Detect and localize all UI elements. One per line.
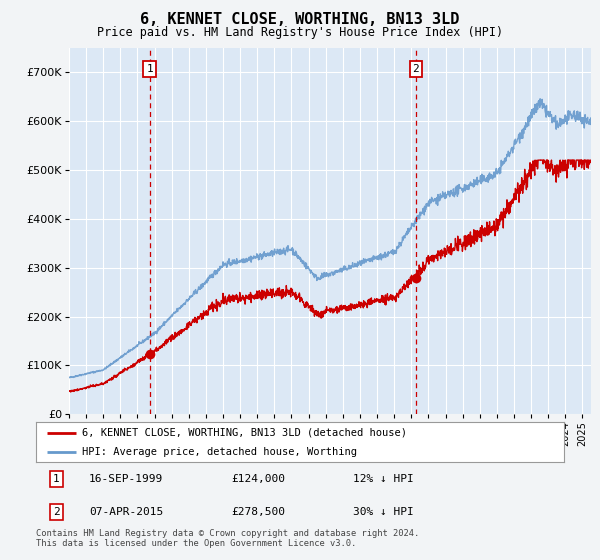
Text: 12% ↓ HPI: 12% ↓ HPI [353,474,413,484]
Text: Price paid vs. HM Land Registry's House Price Index (HPI): Price paid vs. HM Land Registry's House … [97,26,503,39]
Text: £124,000: £124,000 [232,474,286,484]
Text: 2: 2 [413,64,419,74]
Text: Contains HM Land Registry data © Crown copyright and database right 2024.
This d: Contains HM Land Registry data © Crown c… [36,529,419,548]
Text: 6, KENNET CLOSE, WORTHING, BN13 3LD (detached house): 6, KENNET CLOSE, WORTHING, BN13 3LD (det… [82,428,407,438]
Text: 1: 1 [146,64,153,74]
Text: 2: 2 [53,507,59,517]
Text: £278,500: £278,500 [232,507,286,517]
Text: 16-SEP-1999: 16-SEP-1999 [89,474,163,484]
Text: 07-APR-2015: 07-APR-2015 [89,507,163,517]
Text: 1: 1 [53,474,59,484]
Text: HPI: Average price, detached house, Worthing: HPI: Average price, detached house, Wort… [82,447,358,457]
Text: 6, KENNET CLOSE, WORTHING, BN13 3LD: 6, KENNET CLOSE, WORTHING, BN13 3LD [140,12,460,27]
Text: 30% ↓ HPI: 30% ↓ HPI [353,507,413,517]
